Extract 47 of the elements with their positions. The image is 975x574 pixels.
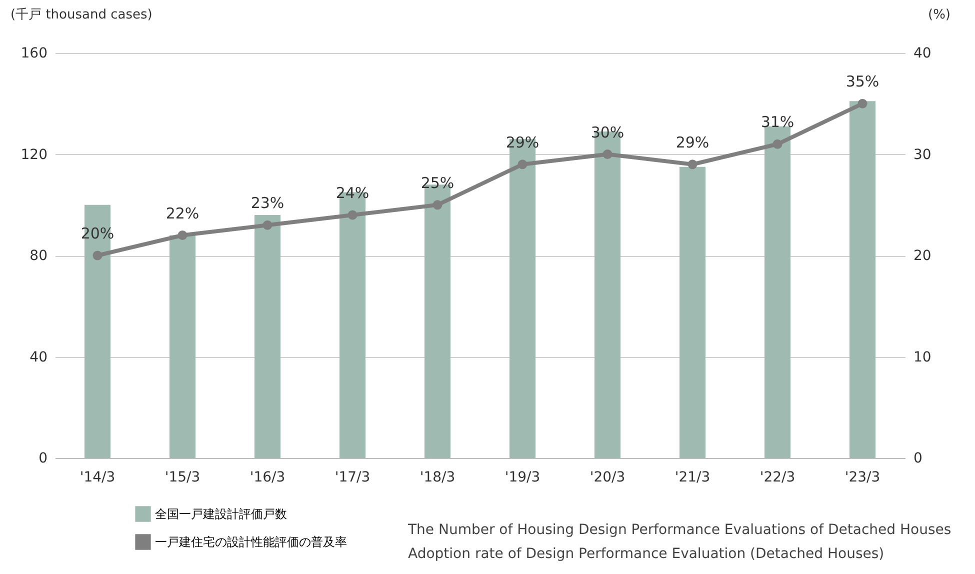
y-tick-label: 40 bbox=[30, 349, 48, 366]
point bbox=[348, 210, 358, 220]
data-label: 23% bbox=[250, 194, 284, 212]
y2-tick-label: 10 bbox=[914, 349, 932, 366]
data-label: 25% bbox=[420, 174, 454, 192]
y2-tick-label: 40 bbox=[914, 46, 932, 62]
y-tick-label: 0 bbox=[38, 450, 48, 466]
y2-tick-label: 30 bbox=[914, 146, 932, 163]
x-tick-label: '21/3 bbox=[674, 470, 710, 486]
bar bbox=[680, 166, 706, 458]
point bbox=[858, 98, 868, 108]
data-label: 31% bbox=[760, 113, 794, 132]
point bbox=[518, 160, 528, 170]
x-tick-label: '22/3 bbox=[760, 470, 796, 486]
x-tick-label: '20/3 bbox=[590, 470, 626, 486]
y-tick-label: 120 bbox=[20, 146, 48, 163]
x-tick-label: '18/3 bbox=[420, 470, 456, 486]
point bbox=[772, 139, 782, 149]
y-tick-label: 160 bbox=[20, 46, 48, 62]
x-tick-label: '16/3 bbox=[250, 470, 286, 486]
data-label: 29% bbox=[676, 133, 710, 152]
y2-tick-label: 20 bbox=[914, 248, 932, 264]
bar bbox=[170, 235, 196, 458]
text: Adoption rate of Design Performance Evaluation (Detached Houses) bbox=[408, 545, 886, 564]
data-label: 35% bbox=[846, 72, 880, 91]
y-tick-label: 80 bbox=[30, 248, 48, 264]
legend-label: 一戸建住宅の設計性能評価の普及率 bbox=[155, 535, 347, 549]
bar bbox=[764, 126, 790, 458]
point bbox=[262, 220, 272, 230]
data-label: 22% bbox=[166, 204, 200, 222]
y-axis-title: (千戸 thousand cases) bbox=[10, 8, 152, 22]
point bbox=[92, 250, 102, 260]
text: The Number of Housing Design Performance Evaluations of Detached Houses bbox=[408, 521, 952, 540]
x-tick-label: '19/3 bbox=[504, 470, 540, 486]
x-tick-label: '17/3 bbox=[334, 470, 370, 486]
x-tick-label: '23/3 bbox=[844, 470, 880, 486]
bar bbox=[254, 215, 280, 458]
point bbox=[178, 230, 188, 240]
x-tick-label: '15/3 bbox=[164, 470, 200, 486]
point bbox=[432, 200, 442, 210]
y2-tick-label: 0 bbox=[914, 450, 922, 466]
x-tick-label: '14/3 bbox=[80, 470, 116, 486]
y2-axis-title: (%) bbox=[928, 8, 950, 22]
legend-label: 全国一戸建設計評価戸数 bbox=[155, 507, 287, 521]
point bbox=[602, 150, 612, 159]
point bbox=[688, 160, 698, 170]
bar bbox=[850, 101, 876, 458]
